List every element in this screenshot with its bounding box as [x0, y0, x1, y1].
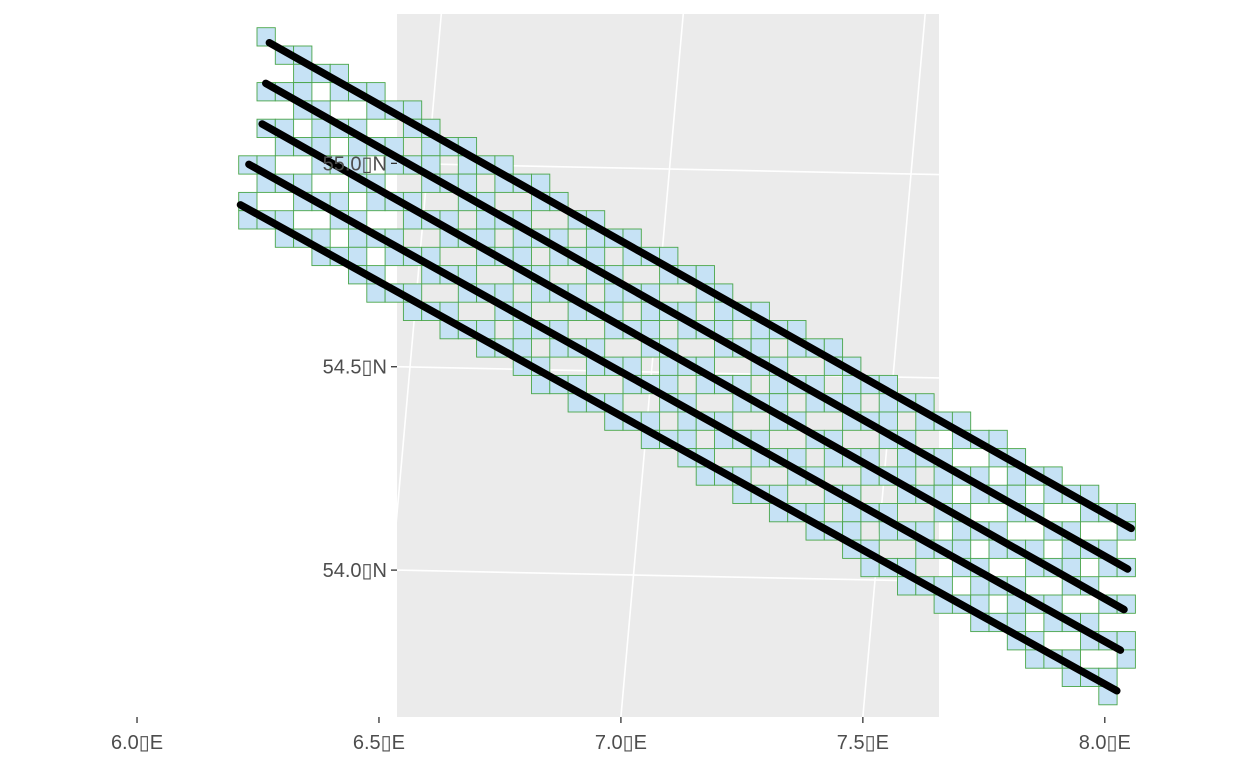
track-line: [265, 39, 1135, 533]
x-tick-label: 7.0▯E: [595, 732, 647, 754]
parallel-line: [397, 569, 939, 583]
track-lines: [236, 39, 1135, 695]
meridian-line: [131, 0, 205, 768]
grid-cell: [1116, 649, 1136, 669]
y-tick-label: 55.0▯N: [323, 153, 387, 175]
axes: 6.0▯E 6.5▯E 7.0▯E 7.5▯E 8.0▯E 55.0▯N 54.5▯N 54.…: [111, 153, 1131, 754]
x-tick-label: 6.5▯E: [353, 732, 405, 754]
track-line: [236, 201, 1121, 695]
track-line: [258, 120, 1128, 614]
meridian-line: [397, 14, 443, 523]
y-tick-label: 54.0▯N: [323, 560, 387, 582]
x-tick-label: 8.0▯E: [1079, 732, 1131, 754]
track-line: [245, 160, 1125, 654]
y-tick-label: 54.5▯N: [323, 357, 387, 379]
parallel-line: [397, 162, 939, 176]
x-tick-label: 6.0▯E: [111, 732, 163, 754]
track-line: [262, 79, 1132, 573]
x-tick-label: 7.5▯E: [837, 732, 889, 754]
